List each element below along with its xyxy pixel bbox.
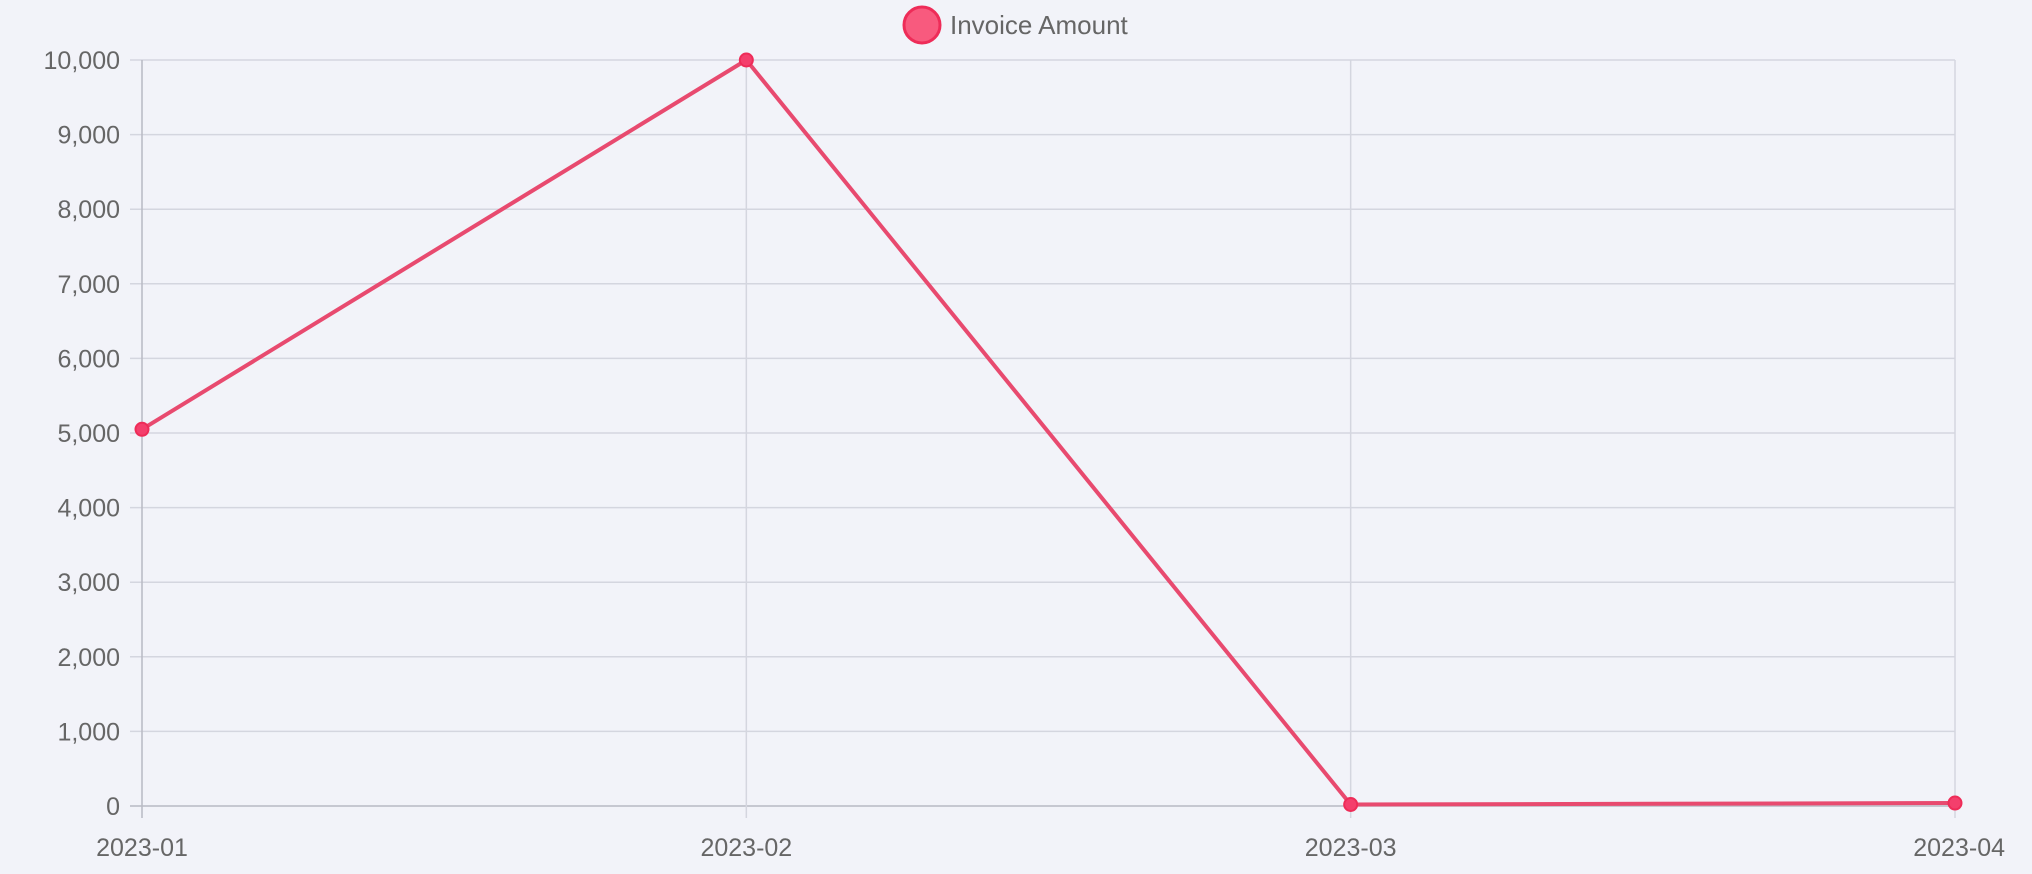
- y-tick-label: 10,000: [44, 47, 120, 75]
- legend[interactable]: Invoice Amount: [902, 5, 1129, 45]
- y-tick-label: 3,000: [57, 569, 120, 597]
- x-tick-label: 2023-02: [700, 834, 792, 862]
- x-tick-label: 2023-03: [1305, 834, 1397, 862]
- data-point[interactable]: [738, 52, 754, 68]
- y-tick-label: 5,000: [57, 420, 120, 448]
- x-tick-label: 2023-01: [96, 834, 188, 862]
- axis-layer: 0 1,000 2,000 3,000 4,000 5,000 6,000 7,000 8,00…: [44, 47, 2006, 862]
- y-tick-label: 1,000: [57, 718, 120, 746]
- y-tick-label: 6,000: [57, 345, 120, 373]
- legend-item-invoice-amount[interactable]: Invoice Amount: [902, 5, 1129, 45]
- data-point[interactable]: [134, 421, 150, 437]
- y-tick-label: 7,000: [57, 271, 120, 299]
- y-tick-label: 8,000: [57, 196, 120, 224]
- data-point[interactable]: [1947, 795, 1963, 811]
- y-tick-label: 9,000: [57, 122, 120, 150]
- data-point[interactable]: [1343, 797, 1359, 813]
- grid-layer: [130, 59, 1956, 818]
- legend-marker-icon: [902, 5, 942, 45]
- series-line-invoice-amount: [140, 58, 1956, 807]
- series-layer: [134, 52, 1963, 813]
- y-tick-label: 2,000: [57, 644, 120, 672]
- y-tick-label: 0: [106, 793, 120, 821]
- x-tick-label: 2023-04: [1913, 834, 2005, 862]
- legend-label: Invoice Amount: [950, 10, 1129, 40]
- y-tick-label: 4,000: [57, 495, 120, 523]
